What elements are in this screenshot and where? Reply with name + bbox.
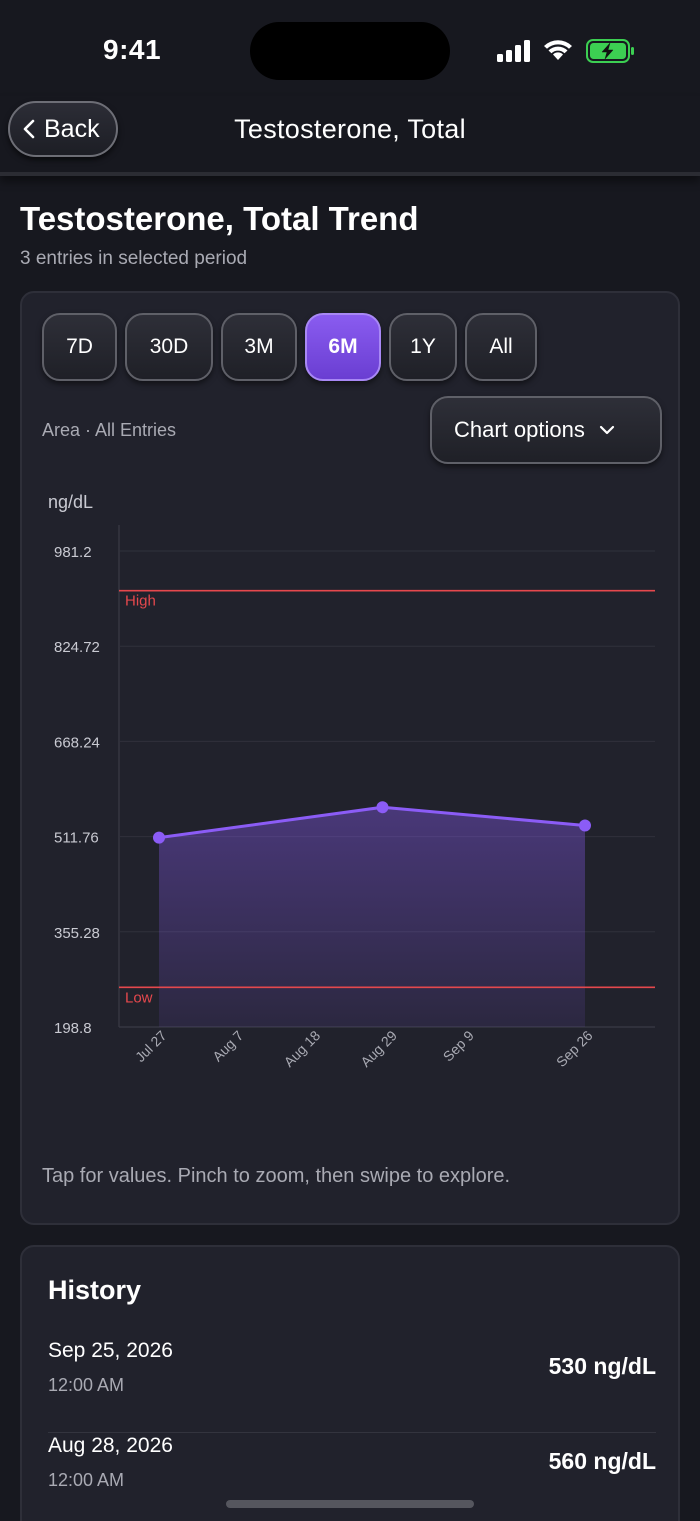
y-axis-unit: ng/dL [48,492,94,512]
y-tick-label: 511.76 [54,830,99,847]
cellular-signal-icon [497,40,530,62]
range-tab-label: All [489,335,513,358]
y-tick-label: 668.24 [54,734,100,751]
x-tick-label: Aug 7 [209,1027,246,1064]
range-tab-label: 3M [244,335,274,358]
range-tab-3m[interactable]: 3M [221,313,297,381]
x-tick-label: Sep 9 [440,1027,477,1064]
dynamic-island [250,22,450,80]
range-tab-label: 30D [149,335,189,358]
y-tick-label: 198.8 [54,1020,92,1037]
back-button[interactable]: Back [8,101,118,157]
y-tick-label: 355.28 [54,925,100,942]
range-tab-30d[interactable]: 30D [125,313,213,381]
range-tab-label: 1Y [410,335,436,358]
range-tab-1y[interactable]: 1Y [389,313,457,381]
home-indicator [226,1500,474,1508]
range-selector: 7D 30D 3M 6M 1Y All [42,313,537,381]
history-entry[interactable]: Aug 28, 2026 12:00 AM 560 ng/dL [48,1434,656,1521]
chart-options-button[interactable]: Chart options [430,396,662,464]
entries-count: 3 entries in selected period [20,248,248,269]
y-tick-label: 824.72 [54,639,100,656]
range-tab-6m[interactable]: 6M [305,313,381,381]
range-tab-label: 7D [66,335,93,358]
x-tick-label: Jul 27 [132,1027,170,1065]
range-tab-7d[interactable]: 7D [42,313,117,381]
x-tick-label: Aug 18 [281,1027,324,1070]
data-point[interactable] [376,801,389,814]
entry-date: Aug 28, 2026 [48,1434,173,1457]
wifi-icon [544,40,572,60]
chart-options-label: Chart options [454,417,585,442]
x-tick-label: Aug 29 [357,1027,400,1070]
entry-value: 530 ng/dL [548,1353,656,1379]
reference-label-high: High [125,593,156,610]
range-tab-label: 6M [328,335,358,358]
chevron-down-icon [599,425,614,435]
nav-title: Testosterone, Total [234,114,466,144]
back-button-label: Back [44,114,100,143]
data-point[interactable] [579,819,591,832]
page-title: Testosterone, Total Trend [20,200,419,237]
data-point[interactable] [153,831,165,844]
status-time: 9:41 [103,34,162,65]
status-bar: 9:41 [0,0,700,100]
entry-value: 560 ng/dL [548,1448,656,1474]
history-entry[interactable]: Sep 25, 2026 12:00 AM 530 ng/dL [48,1339,656,1433]
trend-chart[interactable]: High Low 981.2 824.72 668.24 511.76 355.28 198… [22,293,678,1153]
history-title: History [48,1275,142,1305]
entry-date: Sep 25, 2026 [48,1339,173,1362]
entry-time: 12:00 AM [48,1470,125,1490]
battery-charging-icon [586,39,634,63]
navigation-bar: Back Testosterone, Total [0,96,700,176]
reference-label-low: Low [125,989,153,1006]
y-tick-label: 981.2 [54,544,92,561]
chevron-left-icon [23,119,35,139]
history-card: History Sep 25, 2026 12:00 AM 530 ng/dL … [20,1245,680,1521]
chart-hint: Tap for values. Pinch to zoom, then swip… [42,1165,511,1187]
range-tab-all[interactable]: All [465,313,537,381]
chart-card: 7D 30D 3M 6M 1Y All Area · All Entries C… [20,291,680,1225]
area-fill [159,807,585,1027]
chart-type-label: Area · All Entries [42,420,177,440]
entry-time: 12:00 AM [48,1375,125,1395]
x-tick-label: Sep 26 [553,1027,596,1070]
